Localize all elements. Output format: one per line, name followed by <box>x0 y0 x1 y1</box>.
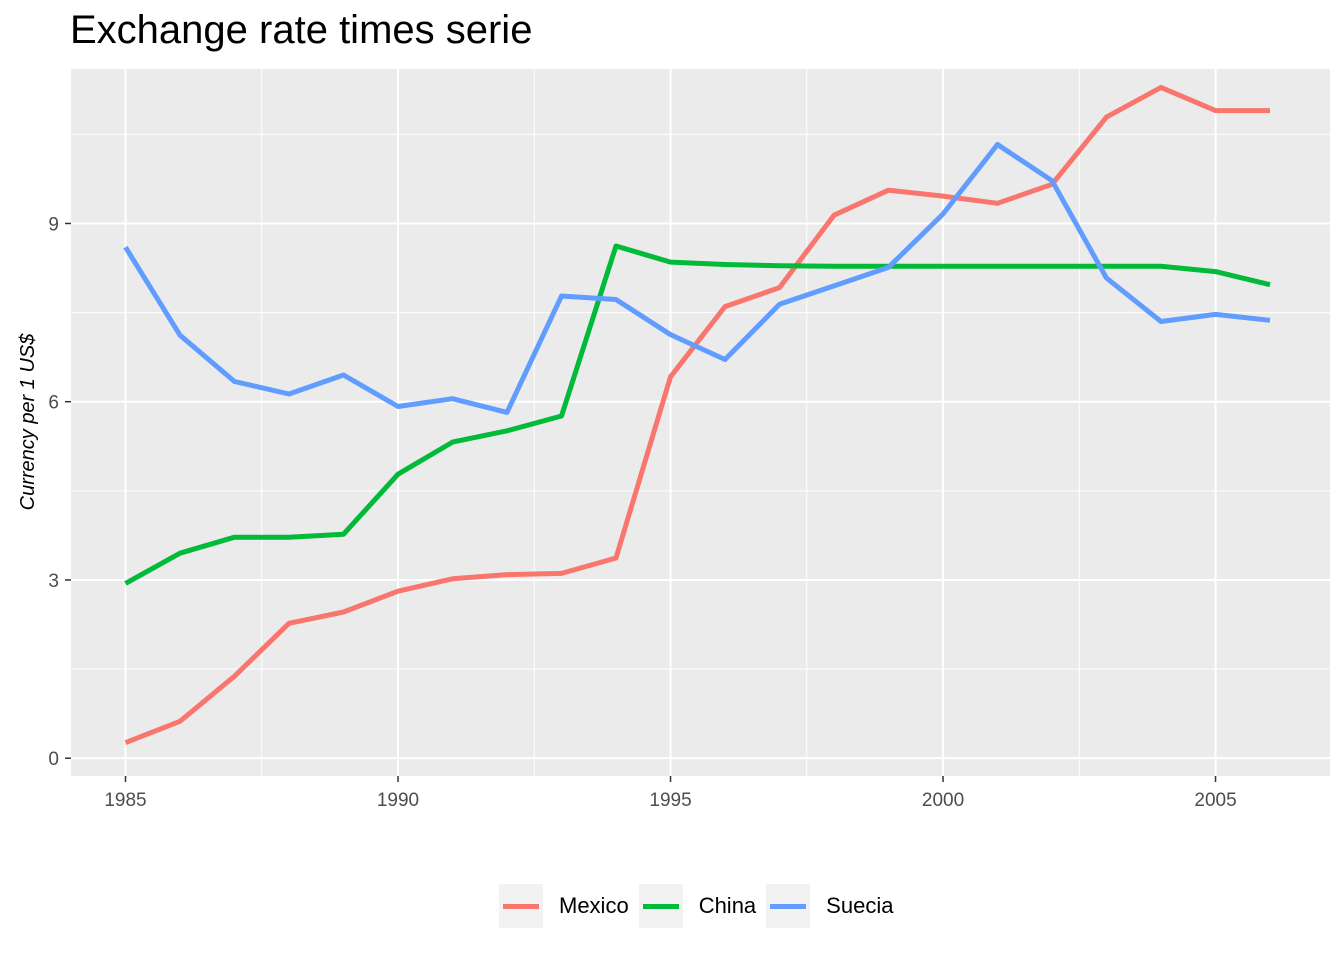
legend-swatch <box>770 904 807 909</box>
y-tick-label: 3 <box>48 571 59 592</box>
x-tick-label: 1985 <box>104 790 146 811</box>
axis-tick-labels: 1985 1990 1995 2000 2005 0 3 6 9 <box>48 214 1236 811</box>
chart-title: Exchange rate times serie <box>70 8 533 52</box>
legend-label: Mexico <box>559 893 629 918</box>
x-tick-label: 1990 <box>377 790 419 811</box>
axis-ticks <box>65 222 1217 782</box>
x-tick-label: 1995 <box>649 790 691 811</box>
series-line-mexico <box>124 84 1270 746</box>
x-tick-label: 2005 <box>1194 790 1236 811</box>
y-axis-label: Currency per 1 US$ <box>17 333 39 511</box>
legend-label: China <box>698 893 757 918</box>
series-lines <box>123 84 1271 746</box>
legend-item-china: China <box>638 884 760 928</box>
y-tick-label: 6 <box>48 393 59 414</box>
series-line-suecia <box>123 142 1271 415</box>
legend-key <box>638 884 683 928</box>
legend-swatch <box>503 904 539 909</box>
legend-label: Suecia <box>826 893 894 918</box>
legend-key <box>499 884 543 928</box>
major-gridlines <box>71 69 1330 776</box>
legend-swatch <box>642 904 679 909</box>
legend-item-suecia: Suecia <box>766 884 897 928</box>
y-tick-label: 0 <box>48 749 59 770</box>
legend-key <box>766 884 811 928</box>
x-tick-label: 2000 <box>922 790 964 811</box>
legend-item-mexico: Mexico <box>499 884 633 928</box>
y-tick-label: 9 <box>48 214 59 235</box>
legend: Mexico China Suecia <box>499 884 903 928</box>
plot-panel <box>71 69 1330 776</box>
series-line-china <box>124 243 1271 586</box>
